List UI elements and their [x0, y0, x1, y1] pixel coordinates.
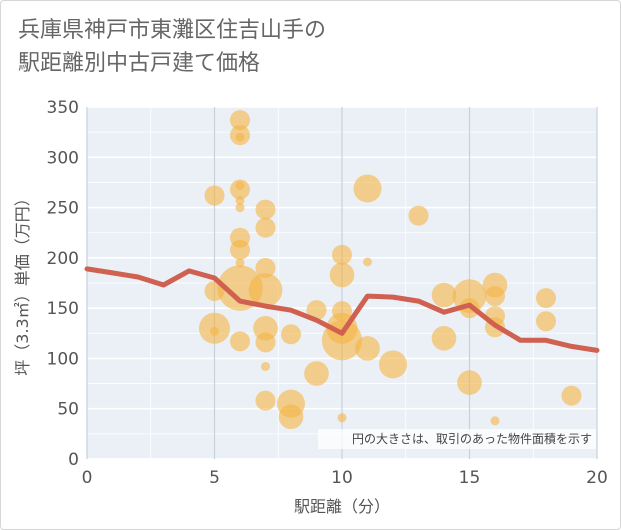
bubble-point: [253, 315, 278, 341]
bubble-point: [255, 390, 276, 411]
bubble-point: [332, 244, 352, 265]
y-tick-label: 250: [47, 199, 79, 219]
bubble-point: [217, 265, 263, 311]
bubble-point: [408, 205, 429, 226]
chart-title: 兵庫県神戸市東灘区住吉山手の 駅距離別中古戸建て価格: [18, 14, 326, 80]
bubble-point: [363, 257, 372, 267]
bubble-point: [235, 132, 245, 142]
bubble-point: [230, 179, 250, 200]
bubble-point: [304, 361, 329, 386]
x-tick-label: 15: [459, 468, 481, 488]
bubble-point: [235, 203, 245, 213]
y-tick-label: 150: [47, 299, 79, 319]
x-tick-label: 20: [586, 468, 608, 488]
bubble-point: [536, 288, 556, 309]
bubble-point: [431, 282, 457, 308]
y-tick-label: 50: [57, 400, 79, 420]
bubble-point: [561, 385, 582, 406]
bubble-point: [490, 416, 500, 426]
bubble-point: [431, 326, 457, 351]
bubble-point: [355, 336, 380, 361]
bubble-point: [235, 196, 245, 206]
x-tick-label: 5: [209, 468, 220, 488]
x-tick-label: 0: [82, 468, 93, 488]
bubble-point: [353, 174, 382, 203]
y-axis-label: 坪（3.3㎡）単価（万円）: [13, 190, 32, 375]
bubble-point: [230, 110, 250, 131]
bubble-point: [281, 324, 301, 345]
bubble-point: [261, 361, 270, 371]
x-axis-ticks: 0 5 10 15 20: [82, 468, 608, 488]
bubble-point: [306, 300, 327, 321]
bubble-point: [235, 258, 245, 268]
bubble-series: [199, 110, 582, 430]
x-axis-label: 駅距離（分）: [294, 497, 390, 516]
bubble-point: [278, 404, 304, 430]
note-background: [318, 429, 596, 449]
y-tick-label: 200: [47, 249, 79, 269]
y-tick-label: 0: [68, 450, 79, 470]
bubble-point: [457, 370, 482, 395]
y-tick-label: 300: [47, 148, 79, 168]
bubble-point: [204, 185, 225, 206]
bubble-point: [485, 286, 505, 307]
y-tick-label: 350: [47, 98, 79, 118]
bubble-point: [210, 326, 219, 336]
y-axis-ticks: 0 50 100 150 200 250 300 350: [47, 98, 79, 470]
chart-title-line-2: 駅距離別中古戸建て価格: [18, 51, 261, 76]
bubble-point: [536, 311, 556, 332]
x-tick-label: 10: [331, 468, 353, 488]
bubble-point: [379, 350, 407, 379]
bubble-point: [255, 257, 276, 278]
bubble-point: [248, 273, 283, 307]
chart-title-line-1: 兵庫県神戸市東灘区住吉山手の: [18, 18, 327, 43]
y-tick-label: 100: [47, 349, 79, 369]
bubble-point: [329, 262, 355, 288]
bubble-point: [337, 413, 347, 423]
bubble-point: [230, 331, 250, 352]
bubble-point: [230, 239, 250, 260]
bubble-point: [255, 199, 276, 220]
bubble-point: [255, 217, 276, 238]
bubble-point: [255, 332, 276, 353]
bubble-size-note: 円の大きさは、取引のあった物件面積を示す: [352, 431, 592, 446]
trend-line: [84, 266, 600, 353]
